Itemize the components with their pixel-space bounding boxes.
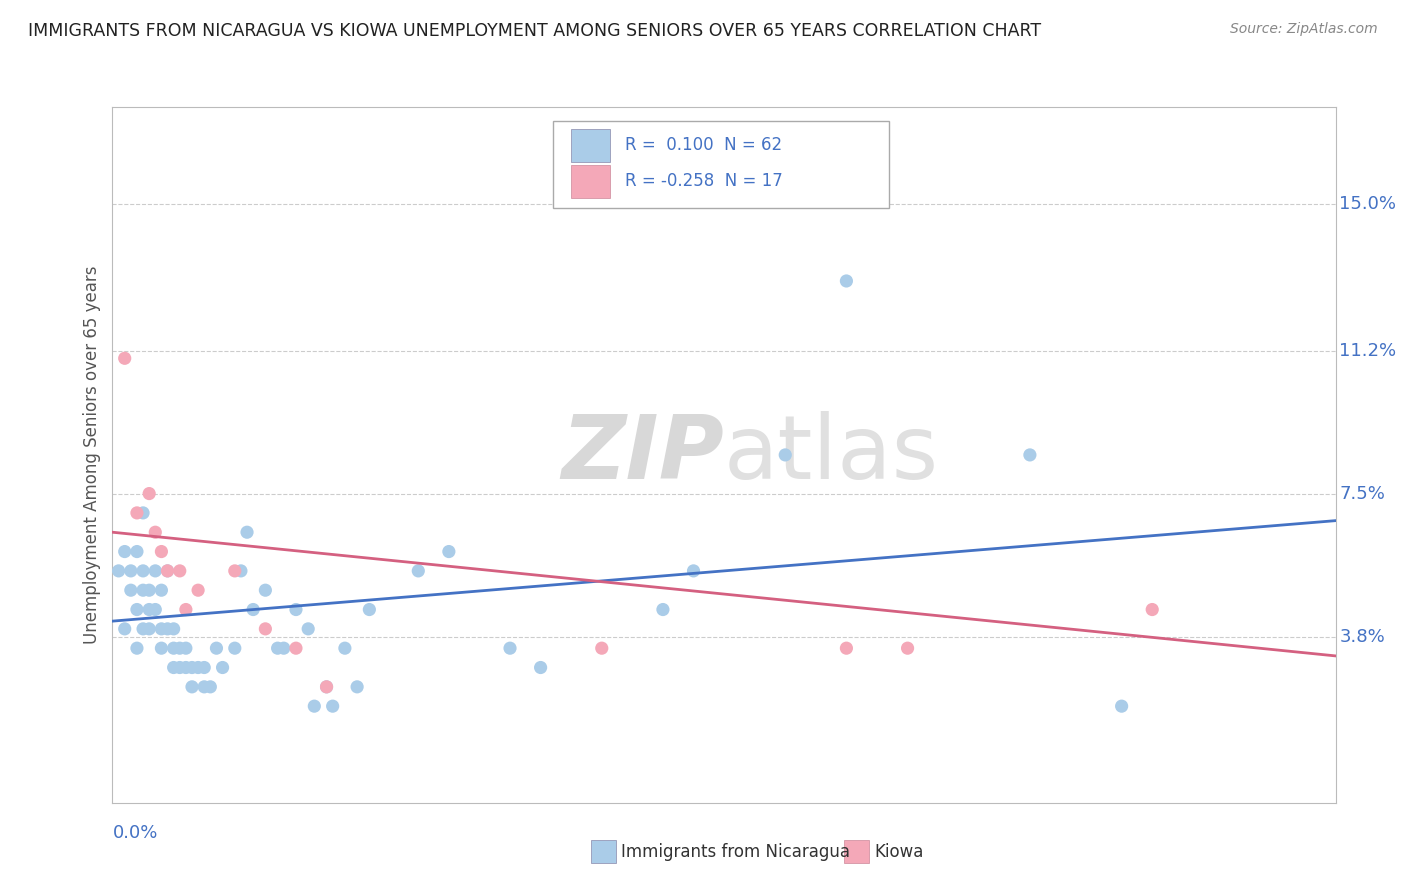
Text: 0.0%: 0.0%	[112, 823, 157, 842]
Point	[138, 602, 160, 616]
Point	[266, 641, 288, 656]
Point	[254, 622, 277, 636]
Text: Kiowa: Kiowa	[875, 843, 924, 861]
Point	[346, 680, 368, 694]
Point	[1018, 448, 1040, 462]
Point	[652, 602, 675, 616]
FancyBboxPatch shape	[553, 121, 889, 208]
Point	[138, 622, 160, 636]
Point	[114, 544, 136, 558]
Point	[682, 564, 704, 578]
Point	[125, 602, 148, 616]
Point	[181, 660, 204, 674]
Point	[187, 583, 209, 598]
Point	[1111, 699, 1133, 714]
Point	[132, 583, 155, 598]
Point	[315, 680, 337, 694]
Point	[530, 660, 553, 674]
Point	[236, 525, 259, 540]
Text: R =  0.100  N = 62: R = 0.100 N = 62	[626, 136, 782, 154]
Point	[169, 641, 191, 656]
Point	[169, 564, 191, 578]
Y-axis label: Unemployment Among Seniors over 65 years: Unemployment Among Seniors over 65 years	[83, 266, 101, 644]
Point	[143, 525, 166, 540]
Point	[273, 641, 295, 656]
Point	[156, 564, 179, 578]
Point	[114, 351, 136, 366]
Text: IMMIGRANTS FROM NICARAGUA VS KIOWA UNEMPLOYMENT AMONG SENIORS OVER 65 YEARS CORR: IMMIGRANTS FROM NICARAGUA VS KIOWA UNEMP…	[28, 22, 1042, 40]
Point	[211, 660, 233, 674]
Text: R = -0.258  N = 17: R = -0.258 N = 17	[626, 172, 783, 191]
Point	[1142, 602, 1164, 616]
Point	[408, 564, 430, 578]
Point	[284, 602, 308, 616]
Point	[107, 564, 129, 578]
Point	[125, 641, 148, 656]
Point	[187, 660, 209, 674]
Point	[322, 699, 344, 714]
Point	[775, 448, 797, 462]
Point	[143, 602, 166, 616]
Point	[333, 641, 356, 656]
Point	[835, 641, 858, 656]
Text: Source: ZipAtlas.com: Source: ZipAtlas.com	[1230, 22, 1378, 37]
Point	[163, 641, 186, 656]
Point	[174, 660, 197, 674]
Point	[138, 583, 160, 598]
Text: ZIP: ZIP	[561, 411, 724, 499]
Point	[156, 564, 179, 578]
Point	[254, 583, 277, 598]
Point	[284, 641, 308, 656]
Text: 3.8%: 3.8%	[1340, 628, 1385, 646]
Text: 11.2%: 11.2%	[1340, 342, 1396, 359]
Point	[143, 564, 166, 578]
FancyBboxPatch shape	[571, 165, 610, 198]
Point	[114, 622, 136, 636]
Point	[205, 641, 228, 656]
Point	[169, 660, 191, 674]
Point	[835, 274, 858, 288]
Bar	[844, 840, 869, 863]
Point	[120, 583, 142, 598]
Bar	[591, 840, 616, 863]
Point	[150, 641, 173, 656]
Point	[297, 622, 319, 636]
Point	[181, 680, 204, 694]
Point	[304, 699, 326, 714]
Point	[174, 641, 197, 656]
Point	[359, 602, 381, 616]
Point	[242, 602, 264, 616]
Point	[138, 486, 160, 500]
Point	[132, 622, 155, 636]
Text: Immigrants from Nicaragua: Immigrants from Nicaragua	[621, 843, 851, 861]
Point	[150, 622, 173, 636]
Point	[315, 680, 337, 694]
Point	[224, 564, 246, 578]
Point	[224, 641, 246, 656]
Point	[132, 564, 155, 578]
FancyBboxPatch shape	[571, 128, 610, 162]
Point	[156, 622, 179, 636]
Point	[163, 622, 186, 636]
Point	[174, 602, 197, 616]
Point	[150, 544, 173, 558]
Point	[163, 660, 186, 674]
Point	[150, 583, 173, 598]
Point	[499, 641, 522, 656]
Text: 7.5%: 7.5%	[1340, 484, 1385, 502]
Point	[193, 660, 215, 674]
Point	[229, 564, 252, 578]
Point	[132, 506, 155, 520]
Point	[437, 544, 460, 558]
Point	[193, 680, 215, 694]
Point	[200, 680, 222, 694]
Point	[897, 641, 920, 656]
Text: 15.0%: 15.0%	[1340, 194, 1396, 212]
Text: atlas: atlas	[724, 411, 939, 499]
Point	[125, 544, 148, 558]
Point	[120, 564, 142, 578]
Point	[125, 506, 148, 520]
Point	[591, 641, 613, 656]
